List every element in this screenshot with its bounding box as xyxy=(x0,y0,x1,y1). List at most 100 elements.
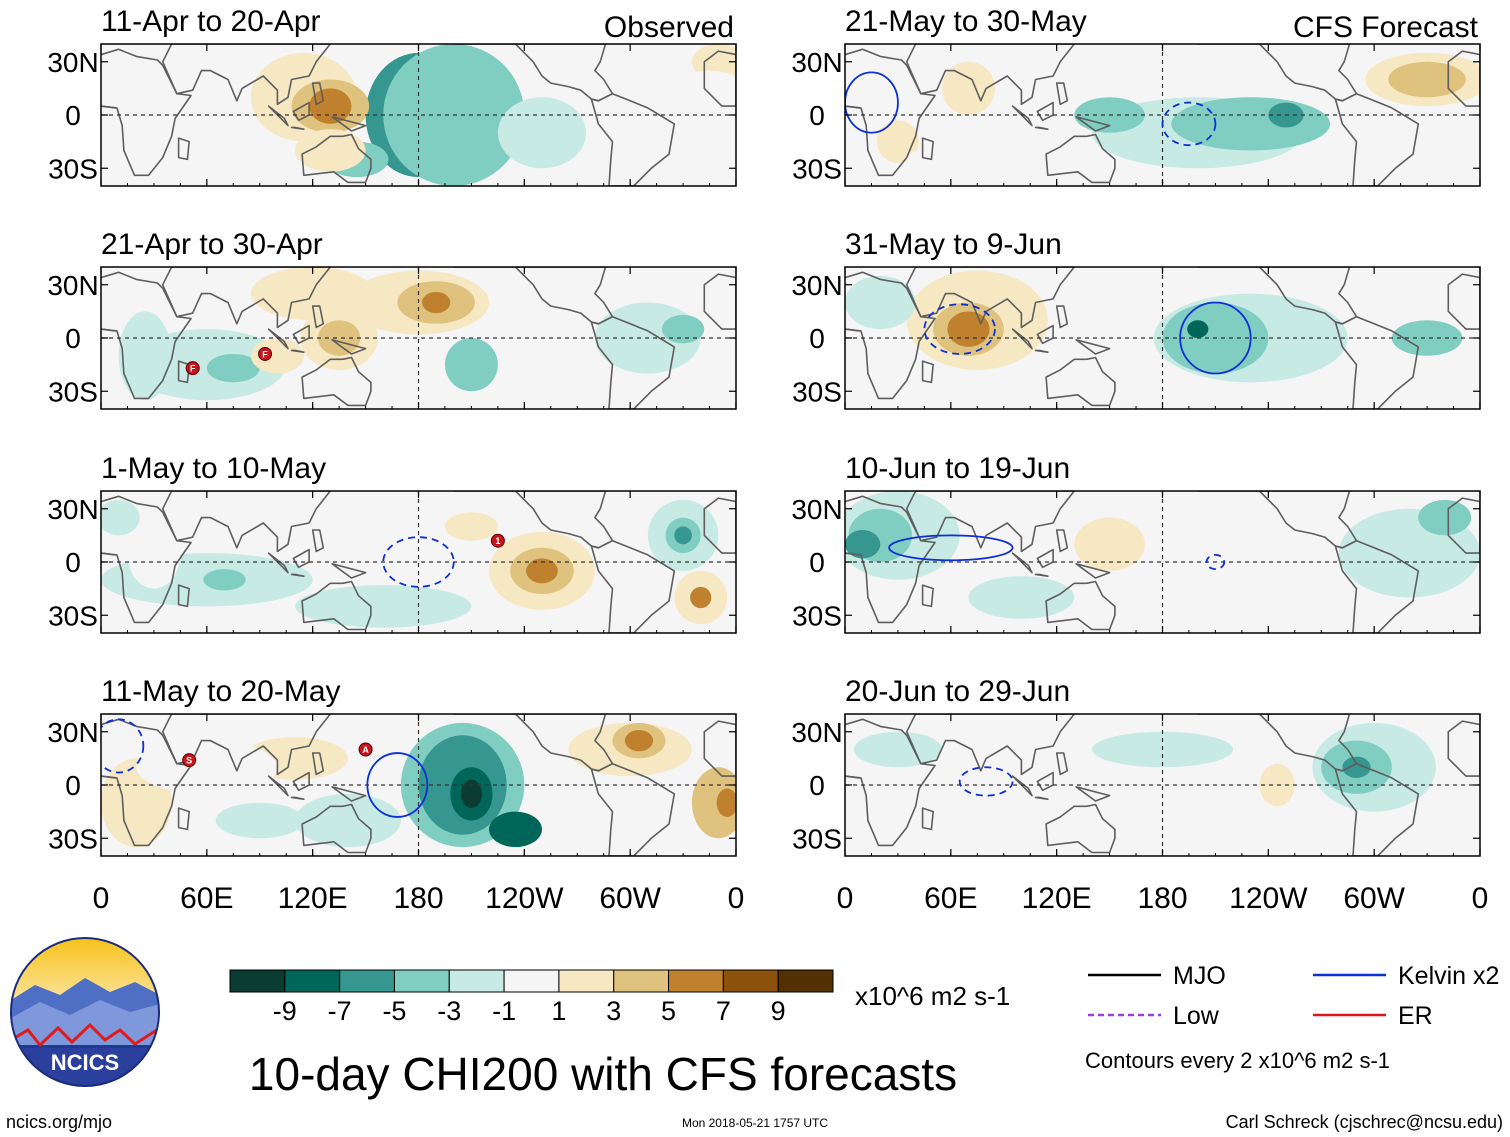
coastline xyxy=(590,315,676,409)
coastline xyxy=(1011,775,1033,797)
coastline xyxy=(331,562,367,579)
kelvin-contour-positive xyxy=(845,71,899,134)
x-tick-label: 0 xyxy=(837,882,854,915)
anomaly-blob xyxy=(203,569,246,591)
coastline xyxy=(1075,562,1111,579)
colorbar-swatch xyxy=(503,969,560,993)
coastline xyxy=(161,491,332,553)
cyclone-marker xyxy=(490,533,505,548)
coastline xyxy=(1447,497,1480,554)
coastline xyxy=(101,105,116,109)
cyclone-label: 1 xyxy=(495,536,500,546)
cyclone-marker xyxy=(258,346,273,361)
coastline xyxy=(267,552,289,574)
kelvin-contour-positive xyxy=(366,752,429,818)
coastline xyxy=(845,775,860,779)
y-tick-label: 30S xyxy=(792,376,842,407)
colorbar-swatch xyxy=(777,969,834,993)
x-tick-label: 180 xyxy=(393,882,443,915)
y-tick-label: 30N xyxy=(47,494,98,525)
colorbar-swatch xyxy=(558,969,615,993)
panel-period-title: 10-Jun to 19-Jun xyxy=(845,452,1070,485)
y-tick-label: 30S xyxy=(792,823,842,854)
coastline xyxy=(101,495,192,624)
y-tick-label: 30N xyxy=(47,47,98,78)
anomaly-blob xyxy=(1391,320,1463,356)
colorbar-swatch xyxy=(339,969,395,993)
colorbar-swatch xyxy=(668,969,724,993)
tropical-cyclone-icon: A xyxy=(358,742,373,757)
anomaly-blob xyxy=(317,320,361,356)
panel-period-title: 11-Apr to 20-Apr xyxy=(101,5,321,38)
coastline xyxy=(1447,273,1480,330)
y-tick-label: 30S xyxy=(792,153,842,184)
anomaly-blob xyxy=(661,314,705,344)
coastline xyxy=(452,714,614,772)
colorbar-swatch xyxy=(722,969,779,993)
map-panel: F F 30N 0 30S 21-Apr to 30-Apr xyxy=(47,228,737,410)
coastline xyxy=(331,338,367,355)
kelvin-contour-positive xyxy=(1179,301,1252,375)
anomaly-blob xyxy=(295,129,366,172)
contour-interval-note: Contours every 2 x10^6 m2 s-1 xyxy=(1085,1048,1390,1073)
colorbar-swatch xyxy=(229,969,286,993)
forecast-label: CFS Forecast xyxy=(1293,11,1479,44)
anomaly-blob xyxy=(526,558,558,584)
map-panel: 30N 0 30S 31-May to 9-Jun xyxy=(791,228,1481,410)
coastline xyxy=(590,539,676,633)
coastline xyxy=(1045,803,1116,854)
coastline xyxy=(905,267,1076,329)
colorbar-units: x10^6 m2 s-1 xyxy=(855,981,1010,1011)
cyclone-marker xyxy=(182,753,197,768)
anomaly-blob xyxy=(215,802,304,839)
kelvin-contour-negative xyxy=(382,536,455,588)
coastline xyxy=(1334,92,1420,186)
map-panel: 30N 0 30S 21-May to 30-May CFS Forecast xyxy=(791,5,1481,187)
anomaly-blob xyxy=(524,267,631,303)
footer-timestamp: Mon 2018-05-21 1757 UTC xyxy=(682,1116,828,1130)
anomaly-blob xyxy=(127,517,181,589)
coastline xyxy=(301,356,372,407)
coastline xyxy=(1197,491,1358,549)
kelvin-contours xyxy=(101,718,429,818)
coastline xyxy=(845,328,860,332)
map-panel: 30N 0 30S 11-Apr to 20-Apr Observed xyxy=(47,5,737,187)
coastline xyxy=(267,328,289,350)
y-tick-label: 30N xyxy=(791,717,842,748)
coastline xyxy=(1011,552,1033,574)
anomaly-blob xyxy=(1003,79,1075,115)
coastline xyxy=(1055,305,1069,329)
anomaly-blob xyxy=(206,353,260,383)
x-tick-label: 120E xyxy=(278,882,348,915)
logo-red-line xyxy=(11,1022,159,1048)
coastline xyxy=(101,552,116,556)
colorbar-tick-label: -7 xyxy=(328,996,352,1026)
map-panel: S A 30N 0 30S 11-May to 20-May xyxy=(47,675,737,857)
anomaly-blob xyxy=(309,88,352,124)
x-tick-label: 60W xyxy=(599,882,661,915)
anomaly-blob xyxy=(853,731,943,768)
coastline xyxy=(921,360,935,384)
kelvin-contours xyxy=(845,71,1217,147)
y-tick-label: 30S xyxy=(792,600,842,631)
cyclone-label: A xyxy=(362,745,369,755)
anomaly-blob xyxy=(277,494,348,523)
anomaly-blob xyxy=(101,97,181,169)
anomaly-shading xyxy=(845,491,1480,619)
coastline xyxy=(905,491,1076,553)
coastline xyxy=(267,775,289,797)
coastline xyxy=(921,137,935,161)
anomaly-blob xyxy=(1065,799,1154,842)
map-panel: 1 30N 0 30S 1-May to 10-May xyxy=(47,452,737,634)
kelvin-contours xyxy=(958,766,1014,797)
anomaly-blob xyxy=(118,311,172,401)
coastline xyxy=(845,718,936,847)
anomaly-blob xyxy=(1418,499,1472,536)
y-tick-label: 30N xyxy=(47,717,98,748)
x-tick-label: 60E xyxy=(180,882,233,915)
y-tick-label: 30N xyxy=(791,270,842,301)
panel-period-title: 31-May to 9-Jun xyxy=(845,228,1062,261)
anomaly-blob xyxy=(1074,517,1145,571)
anomaly-blob xyxy=(136,740,278,794)
figure-title: 10-day CHI200 with CFS forecasts xyxy=(249,1048,957,1100)
